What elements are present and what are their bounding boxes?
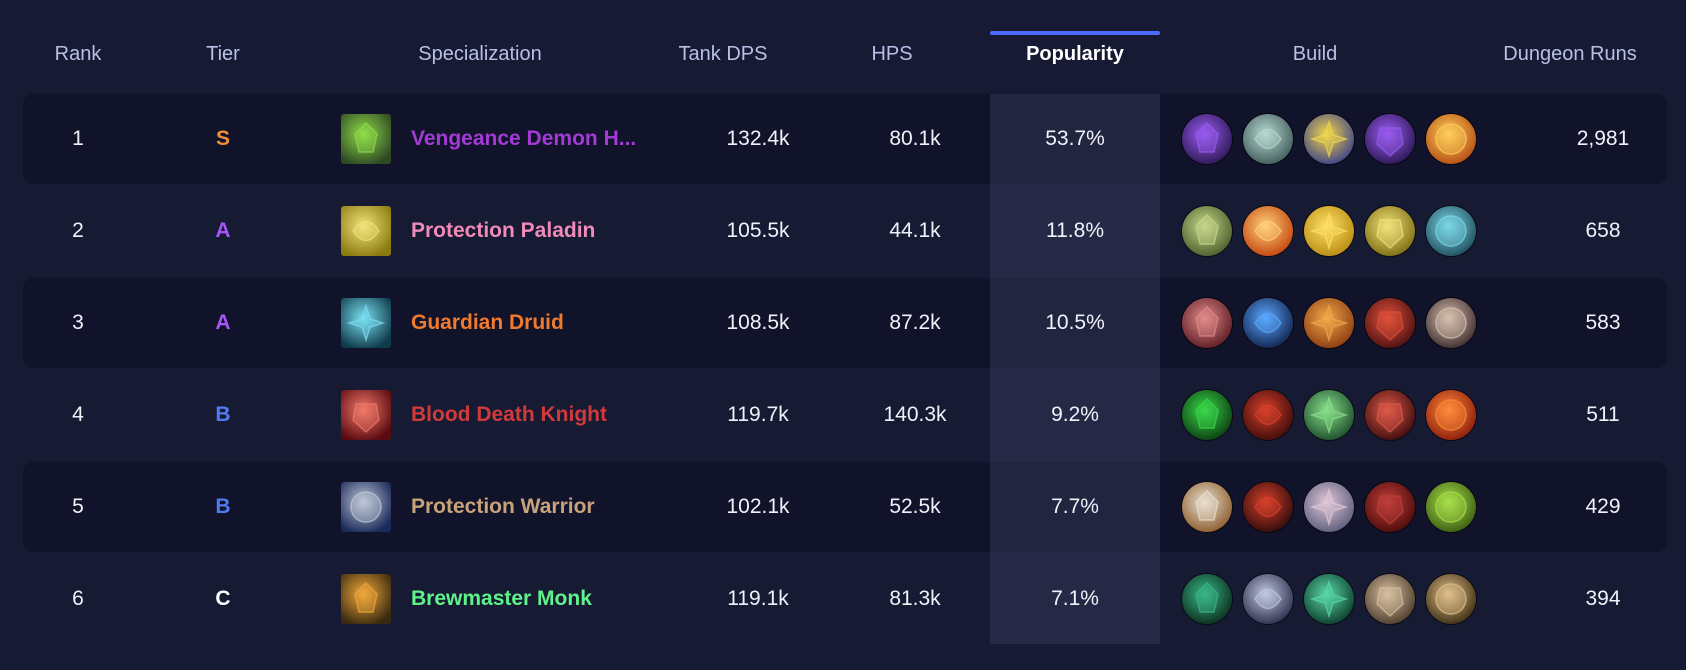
- table-header: Rank Tier Specialization Tank DPS HPS Po…: [0, 0, 1686, 94]
- column-header-rank[interactable]: Rank: [54, 43, 102, 65]
- column-header-build[interactable]: Build: [1292, 43, 1338, 65]
- spinning-kick-talent-icon[interactable]: [1242, 573, 1294, 625]
- bear-claw-talent-icon[interactable]: [1425, 297, 1477, 349]
- tier-badge: B: [215, 403, 231, 426]
- rank-cell: 5: [72, 495, 84, 518]
- spec-name-link[interactable]: Brewmaster Monk: [411, 587, 592, 610]
- sorted-column-highlight: [990, 94, 1160, 644]
- guardian-beast-talent-icon[interactable]: [1181, 205, 1233, 257]
- hps-cell: 81.3k: [889, 587, 941, 610]
- fel-blade-talent-icon[interactable]: [1303, 113, 1355, 165]
- column-header-popularity[interactable]: Popularity: [1026, 43, 1124, 65]
- crimson-eclipse-talent-icon[interactable]: [1242, 481, 1294, 533]
- plague-ghoul-talent-icon[interactable]: [1303, 389, 1355, 441]
- dungeon-runs-cell: 2,981: [1576, 127, 1630, 150]
- hps-cell: 52.5k: [889, 495, 941, 518]
- table-row[interactable]: 4 B Blood Death Knight 119.7k 140.3k 9.2% 511: [23, 370, 1667, 460]
- spec-name-link[interactable]: Protection Warrior: [411, 495, 595, 518]
- guardian-druid-icon: [341, 298, 391, 348]
- popularity-cell: 11.8%: [1046, 219, 1104, 242]
- crimson-skull-talent-icon[interactable]: [1242, 389, 1294, 441]
- table-row[interactable]: 6 C Brewmaster Monk 119.1k 81.3k 7.1% 394: [23, 554, 1667, 644]
- tier-badge: C: [215, 587, 231, 610]
- rank-cell: 4: [72, 403, 84, 426]
- spec-name-link[interactable]: Vengeance Demon H...: [411, 127, 637, 150]
- popularity-cell: 7.7%: [1051, 495, 1099, 518]
- spec-name-link[interactable]: Protection Paladin: [411, 219, 596, 242]
- tank-dps-cell: 105.5k: [726, 219, 790, 242]
- spec-name-link[interactable]: Guardian Druid: [411, 311, 564, 334]
- arcane-rune-talent-icon[interactable]: [1425, 205, 1477, 257]
- void-orb-talent-icon[interactable]: [1181, 113, 1233, 165]
- column-header-tank-dps[interactable]: Tank DPS: [678, 43, 768, 65]
- brewmaster-monk-icon: [341, 574, 391, 624]
- dire-bear-talent-icon[interactable]: [1364, 297, 1416, 349]
- blood-death-knight-icon: [341, 390, 391, 440]
- column-header-dungeon-runs[interactable]: Dungeon Runs: [1503, 43, 1637, 65]
- popularity-cell-highlight: [990, 462, 1160, 552]
- dungeon-runs-cell: 429: [1585, 495, 1621, 518]
- storm-swirl-talent-icon[interactable]: [1242, 297, 1294, 349]
- table-row[interactable]: 1 S Vengeance Demon H... 132.4k 80.1k 53.7% 2,…: [23, 94, 1667, 184]
- tank-dps-cell: 108.5k: [726, 311, 790, 334]
- drunken-brawler-talent-icon[interactable]: [1425, 573, 1477, 625]
- column-header-specialization[interactable]: Specialization: [418, 43, 542, 65]
- hps-cell: 87.2k: [889, 311, 941, 334]
- blood-strike-talent-icon[interactable]: [1364, 389, 1416, 441]
- tier-badge: A: [215, 311, 231, 334]
- dungeon-runs-cell: 658: [1585, 219, 1621, 242]
- holy-avenger-talent-icon[interactable]: [1303, 205, 1355, 257]
- flame-burst-talent-icon[interactable]: [1425, 113, 1477, 165]
- tank-dps-cell: 132.4k: [726, 127, 790, 150]
- iron-fist-talent-icon[interactable]: [1364, 573, 1416, 625]
- void-orb-talent-icon[interactable]: [1364, 113, 1416, 165]
- hps-cell: 44.1k: [889, 219, 941, 242]
- tier-badge: S: [215, 127, 230, 150]
- tier-badge: A: [215, 219, 231, 242]
- dungeon-runs-cell: 583: [1585, 311, 1621, 334]
- spectral-skull-talent-icon[interactable]: [1242, 113, 1294, 165]
- hps-cell: 140.3k: [883, 403, 947, 426]
- ogre-strength-talent-icon[interactable]: [1425, 481, 1477, 533]
- tier-badge: B: [215, 495, 231, 518]
- spec-name-link[interactable]: Blood Death Knight: [411, 403, 607, 426]
- popularity-cell: 10.5%: [1045, 311, 1105, 334]
- ursine-hammer-talent-icon[interactable]: [1303, 297, 1355, 349]
- popularity-cell: 53.7%: [1045, 127, 1105, 150]
- tank-dps-cell: 119.7k: [727, 403, 789, 426]
- tank-dps-cell: 119.1k: [727, 587, 789, 610]
- jade-serpent-talent-icon[interactable]: [1303, 573, 1355, 625]
- rank-cell: 3: [72, 311, 84, 334]
- dungeon-runs-cell: 511: [1586, 403, 1620, 426]
- vengeance-demon-hunter-icon: [341, 114, 391, 164]
- table-row[interactable]: 2 A Protection Paladin 105.5k 44.1k 11.8% 658: [23, 186, 1667, 276]
- popularity-cell: 7.1%: [1051, 587, 1099, 610]
- shouting-warrior-talent-icon[interactable]: [1303, 481, 1355, 533]
- rending-claws-talent-icon[interactable]: [1181, 297, 1233, 349]
- demonic-rage-talent-icon[interactable]: [1364, 481, 1416, 533]
- shield-wall-talent-icon[interactable]: [1181, 481, 1233, 533]
- hps-cell: 80.1k: [889, 127, 941, 150]
- dungeon-runs-cell: 394: [1585, 587, 1621, 610]
- column-header-hps[interactable]: HPS: [871, 43, 913, 65]
- popularity-cell-highlight: [990, 94, 1160, 184]
- jade-vortex-talent-icon[interactable]: [1181, 573, 1233, 625]
- fiery-heart-talent-icon[interactable]: [1425, 389, 1477, 441]
- dark-portal-talent-icon[interactable]: [1181, 389, 1233, 441]
- sort-indicator: [990, 31, 1160, 35]
- column-header-tier[interactable]: Tier: [206, 43, 240, 65]
- rank-cell: 1: [72, 127, 84, 150]
- protection-warrior-icon: [341, 482, 391, 532]
- table-row[interactable]: 3 A Guardian Druid 108.5k 87.2k 10.5% 583: [23, 278, 1667, 368]
- protection-paladin-icon: [341, 206, 391, 256]
- tank-dps-cell: 102.1k: [726, 495, 790, 518]
- popularity-cell-highlight: [990, 278, 1160, 368]
- table-row[interactable]: 5 B Protection Warrior 102.1k 52.5k 7.7% 429: [23, 462, 1667, 552]
- golden-helm-talent-icon[interactable]: [1364, 205, 1416, 257]
- divine-pillar-talent-icon[interactable]: [1242, 205, 1294, 257]
- popularity-cell: 9.2%: [1051, 403, 1099, 426]
- rank-cell: 6: [72, 587, 84, 610]
- rank-cell: 2: [72, 219, 84, 242]
